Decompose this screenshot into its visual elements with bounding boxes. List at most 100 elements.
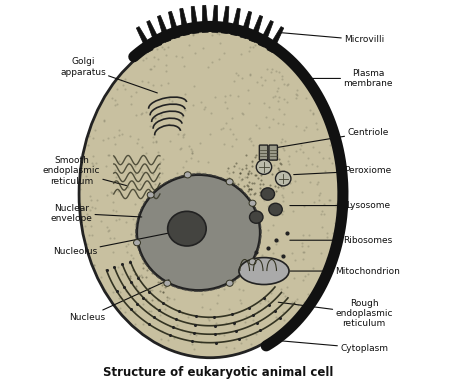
Point	[213, 254, 220, 260]
Point	[122, 243, 129, 249]
Point	[158, 269, 166, 275]
Point	[158, 82, 165, 88]
Point	[163, 297, 170, 303]
Point	[280, 111, 288, 117]
Point	[284, 81, 292, 87]
Point	[227, 196, 234, 202]
Point	[186, 331, 193, 337]
Point	[273, 269, 281, 275]
Point	[179, 217, 187, 223]
Point	[280, 317, 288, 323]
Point	[123, 249, 131, 255]
Point	[211, 251, 219, 257]
Point	[91, 262, 98, 268]
Point	[300, 127, 308, 133]
Point	[182, 282, 190, 288]
Point	[133, 140, 141, 147]
Point	[325, 197, 332, 203]
Point	[255, 125, 263, 131]
Polygon shape	[147, 21, 162, 47]
Point	[240, 237, 248, 243]
Point	[87, 197, 95, 203]
Point	[155, 209, 162, 215]
Point	[300, 203, 308, 209]
Point	[195, 287, 202, 293]
Point	[128, 92, 135, 99]
Point	[172, 229, 179, 235]
Point	[133, 88, 140, 95]
Point	[268, 154, 276, 160]
Point	[174, 185, 182, 192]
Point	[206, 193, 213, 199]
Point	[202, 229, 210, 235]
Point	[176, 265, 184, 272]
Point	[234, 268, 241, 274]
Point	[281, 171, 289, 177]
Point	[201, 216, 209, 222]
Point	[198, 99, 205, 105]
Point	[138, 274, 146, 280]
Point	[149, 134, 157, 140]
Point	[153, 232, 160, 239]
Point	[179, 267, 187, 274]
Point	[163, 234, 170, 241]
Point	[160, 202, 168, 208]
Point	[150, 303, 157, 309]
Point	[176, 248, 183, 254]
Point	[250, 231, 258, 237]
Point	[267, 68, 275, 74]
Point	[270, 161, 277, 168]
Point	[87, 223, 94, 229]
Point	[257, 74, 265, 80]
Point	[156, 288, 164, 294]
Point	[309, 110, 317, 116]
Point	[122, 288, 129, 294]
Point	[260, 166, 268, 173]
Point	[201, 106, 208, 113]
Point	[221, 99, 229, 105]
Point	[215, 292, 222, 298]
Point	[100, 117, 108, 123]
Point	[246, 179, 253, 185]
Point	[215, 255, 222, 261]
Point	[83, 241, 91, 247]
Point	[277, 139, 285, 145]
Point	[139, 57, 147, 64]
Point	[288, 189, 296, 195]
Point	[245, 100, 253, 106]
Point	[222, 275, 230, 282]
Point	[109, 249, 117, 255]
Point	[197, 231, 204, 237]
Point	[269, 190, 276, 196]
Point	[298, 142, 305, 148]
Point	[213, 194, 220, 200]
Point	[247, 170, 255, 176]
Point	[222, 260, 229, 266]
Point	[283, 81, 291, 88]
Point	[161, 179, 169, 185]
Point	[289, 208, 296, 214]
Point	[159, 189, 166, 196]
Point	[200, 223, 208, 229]
Point	[181, 199, 189, 206]
Point	[320, 201, 328, 208]
Point	[242, 173, 249, 180]
Ellipse shape	[164, 280, 171, 286]
Point	[221, 93, 228, 99]
Point	[242, 220, 249, 226]
Point	[257, 165, 264, 171]
Point	[193, 239, 201, 245]
Point	[168, 98, 175, 104]
Point	[219, 235, 227, 241]
Point	[173, 213, 180, 220]
Point	[136, 181, 144, 187]
Point	[218, 177, 226, 183]
Point	[279, 309, 287, 315]
Point	[272, 314, 280, 320]
Point	[163, 236, 170, 242]
Point	[171, 227, 179, 233]
Point	[176, 275, 184, 282]
Polygon shape	[157, 16, 171, 42]
Point	[170, 221, 178, 227]
Point	[227, 92, 234, 98]
